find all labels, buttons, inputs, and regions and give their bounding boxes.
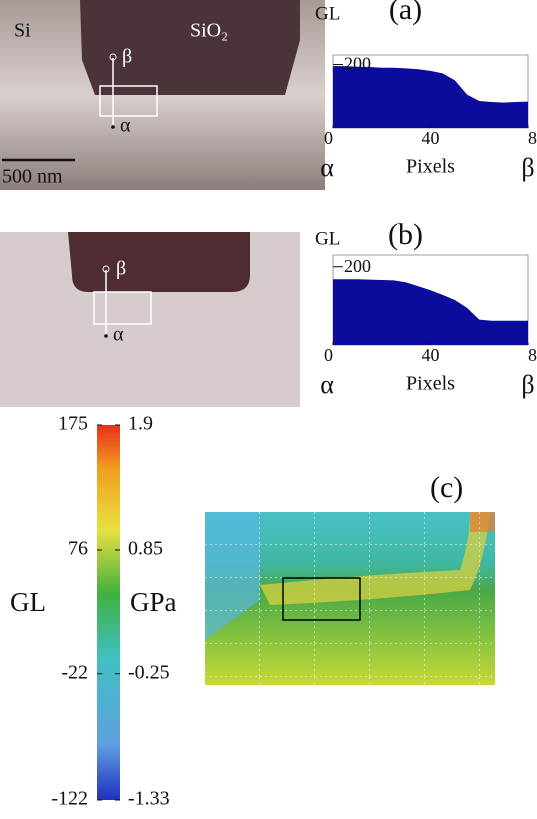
scan-end (111, 125, 115, 129)
panel-label: (c) (430, 471, 463, 504)
gpa-tick-label: -0.25 (128, 661, 170, 683)
scale-label: 500 nm (2, 166, 63, 188)
beta-label: β (122, 46, 132, 68)
y-axis-label: GL (315, 228, 340, 249)
oxide-block (68, 232, 250, 292)
panel-label: (b) (388, 218, 423, 251)
x-tick-label: 80 (528, 128, 537, 148)
alpha-label: α (113, 324, 124, 346)
area (333, 66, 528, 128)
gpa-label: GPa (130, 587, 177, 617)
x-axis-label: Pixels (406, 156, 455, 178)
beta-label: β (116, 258, 126, 280)
alpha-label: α (120, 115, 131, 137)
x-start-label: α (320, 370, 334, 399)
gl-tick-label: 76 (68, 538, 88, 560)
y-tick-label: 200 (344, 54, 371, 74)
gl-tick-label: 175 (58, 413, 88, 435)
panel-label: (a) (389, 0, 422, 26)
gl-tick-label: -22 (61, 661, 88, 683)
micrograph-a: Si SiO₂ β α 500 nm (0, 0, 325, 190)
gpa-tick-label: 1.9 (128, 413, 153, 435)
micrograph-b: β α (0, 232, 300, 407)
x-tick-label: 0 (324, 128, 333, 148)
map-grid (205, 512, 495, 685)
x-end-label: β (521, 153, 534, 182)
gpa-tick-label: 0.85 (128, 538, 163, 560)
figure: Si SiO₂ β α 500 nm β α (c) GL GPa 200 0 40… (0, 0, 537, 819)
y-tick-label: 200 (344, 256, 371, 276)
x-end-label: β (521, 370, 534, 399)
gl-tick-label: -122 (51, 788, 88, 810)
stress-map: (c) (205, 471, 495, 685)
gpa-tick-label: -1.33 (128, 788, 170, 810)
x-start-label: α (320, 153, 334, 182)
si-label: Si (14, 20, 31, 42)
x-tick-label: 80 (528, 345, 537, 365)
colorbar: GL GPa (10, 425, 177, 800)
x-tick-label: 40 (422, 345, 440, 365)
sio2-label: SiO₂ (190, 20, 228, 42)
scan-end (104, 334, 108, 338)
colorbar-scale (97, 425, 120, 800)
x-axis-label: Pixels (406, 373, 455, 395)
y-axis-label: GL (315, 3, 340, 24)
area (333, 279, 528, 345)
gl-label: GL (10, 587, 46, 617)
x-tick-label: 40 (422, 128, 440, 148)
x-tick-label: 0 (324, 345, 333, 365)
